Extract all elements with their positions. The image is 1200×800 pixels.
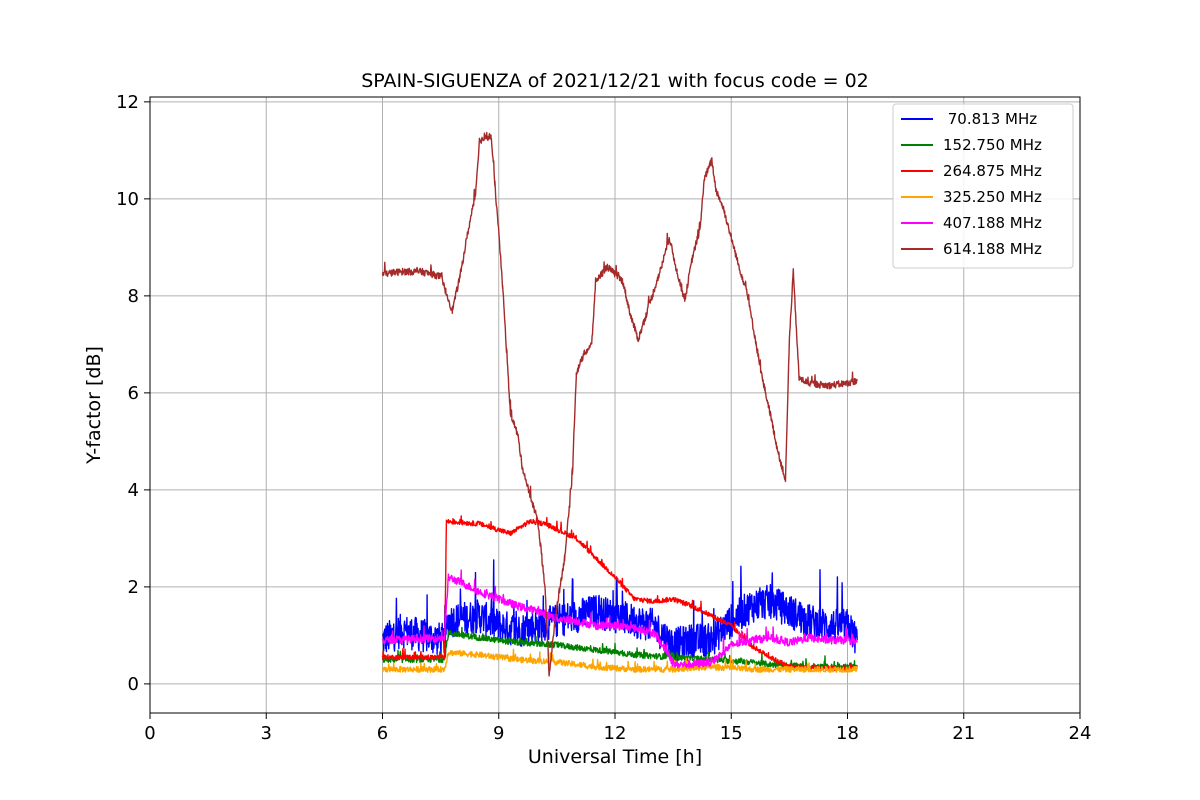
x-tick-label: 24: [1069, 723, 1092, 744]
series-line-0: [381, 559, 858, 663]
y-tick-label: 10: [116, 189, 139, 210]
x-tick-label: 6: [377, 723, 388, 744]
legend-box: [892, 103, 1074, 269]
legend-label: 264.875 MHz: [943, 162, 1042, 180]
x-tick-label: 9: [493, 723, 504, 744]
legend: 70.813 MHz 152.750 MHz 264.875 MHz 325.250 …: [892, 103, 1074, 269]
x-tick-label: 12: [604, 723, 627, 744]
legend-label: 70.813 MHz: [943, 110, 1037, 128]
x-tick-label: 15: [720, 723, 743, 744]
series-line-4: [381, 569, 858, 669]
legend-label: 407.188 MHz: [943, 214, 1042, 232]
y-tick-label: 6: [128, 383, 139, 404]
x-axis-title: Universal Time [h]: [528, 746, 702, 768]
y-tick-label: 8: [128, 286, 139, 307]
x-tick-label: 0: [144, 723, 155, 744]
series-layer: [381, 131, 858, 677]
x-tick-label: 21: [952, 723, 975, 744]
y-axis-title: Y-factor [dB]: [83, 346, 105, 465]
y-tick-label: 2: [128, 577, 139, 598]
x-tick-label: 3: [261, 723, 272, 744]
series-line-1: [381, 626, 858, 671]
y-tick-label: 4: [128, 480, 139, 501]
y-tick-label: 12: [116, 92, 139, 113]
legend-label: 614.188 MHz: [943, 240, 1042, 258]
y-tick-label: 0: [128, 674, 139, 695]
series-line-2: [381, 515, 858, 673]
chart-title: SPAIN-SIGUENZA of 2021/12/21 with focus …: [361, 70, 869, 92]
x-tick-label: 18: [836, 723, 859, 744]
legend-label: 152.750 MHz: [943, 136, 1042, 154]
series-line-3: [382, 648, 858, 673]
series-line-5: [381, 131, 858, 677]
legend-label: 325.250 MHz: [943, 188, 1042, 206]
